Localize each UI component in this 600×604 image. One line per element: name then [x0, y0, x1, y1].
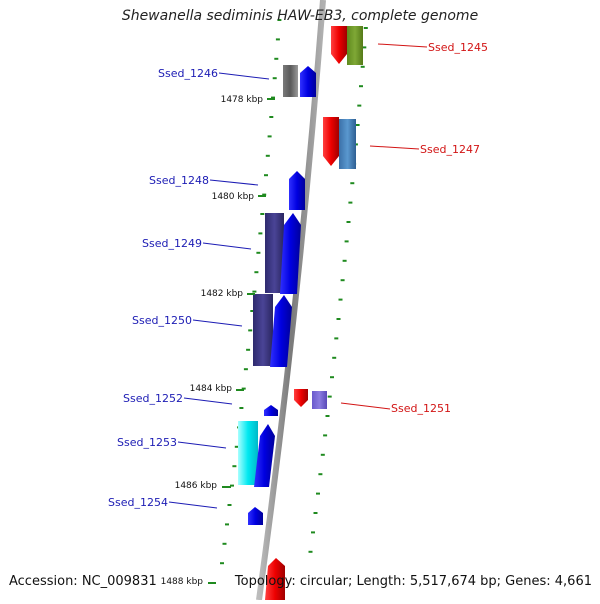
kbp-label-1484: 1484 kbp: [190, 384, 233, 394]
gene-label-ssed-1245[interactable]: Ssed_1245: [428, 41, 488, 54]
gene-ssed-1245-homolog[interactable]: [347, 26, 363, 65]
leader-ssed-1252: [183, 397, 233, 405]
gene-ssed-1247-forward[interactable]: [323, 117, 339, 166]
gene-ssed-1246-homolog[interactable]: [283, 65, 298, 97]
leader-ssed-1251: [340, 402, 391, 410]
gene-ssed-1249-homolog[interactable]: [265, 213, 284, 293]
gene-ssed-1247-homolog[interactable]: [339, 119, 356, 169]
gene-features: [238, 26, 363, 600]
kbp-label-1482: 1482 kbp: [201, 289, 244, 299]
leader-ssed-1249: [202, 242, 252, 250]
leader-ssed-1254: [168, 501, 218, 509]
minor-tick-track-right: [308, 27, 368, 553]
leader-ssed-1246: [218, 72, 270, 80]
leader-ssed-1245: [377, 43, 428, 48]
gene-label-ssed-1247[interactable]: Ssed_1247: [420, 143, 480, 156]
gene-label-ssed-1251[interactable]: Ssed_1251: [391, 402, 451, 415]
gene-label-ssed-1250[interactable]: Ssed_1250: [132, 314, 192, 327]
kbp-label-1488: 1488 kbp: [161, 577, 204, 587]
gene-label-ssed-1253[interactable]: Ssed_1253: [117, 436, 177, 449]
gene-ssed-1246-forward[interactable]: [300, 66, 316, 97]
gene-ssed-1251-homolog[interactable]: [312, 391, 327, 409]
topology-summary: Topology: circular; Length: 5,517,674 bp…: [234, 574, 592, 589]
gene-ssed-1253-homolog[interactable]: [238, 421, 258, 485]
gene-label-ssed-1248[interactable]: Ssed_1248: [149, 174, 209, 187]
gene-ssed-1248-forward[interactable]: [289, 171, 305, 210]
gene-ssed-1253-forward[interactable]: [254, 424, 275, 487]
leader-ssed-1248: [209, 179, 259, 186]
gene-ssed-1252-forward[interactable]: [264, 405, 278, 416]
gene-label-ssed-1252[interactable]: Ssed_1252: [123, 392, 183, 405]
leader-ssed-1253: [177, 441, 227, 449]
gene-next-forward[interactable]: [265, 558, 285, 600]
accession-label: Accession: NC_009831: [9, 574, 157, 589]
gene-ssed-1249-forward[interactable]: [280, 213, 301, 294]
kbp-label-1486: 1486 kbp: [175, 481, 218, 491]
genome-title: Shewanella sediminis HAW-EB3, complete g…: [121, 8, 479, 24]
gene-ssed-1251-forward[interactable]: [294, 389, 308, 407]
kbp-scale: 1478 kbp 1480 kbp 1482 kbp 1484 kbp 1486…: [161, 95, 275, 587]
gene-label-ssed-1246[interactable]: Ssed_1246: [158, 67, 218, 80]
gene-ssed-1254-forward[interactable]: [248, 507, 263, 525]
gene-label-ssed-1254[interactable]: Ssed_1254: [108, 496, 168, 509]
gene-labels: Ssed_1245 Ssed_1247 Ssed_1251 Ssed_1246 …: [108, 41, 488, 509]
genome-backbone: [256, 0, 326, 601]
gene-label-ssed-1249[interactable]: Ssed_1249: [142, 237, 202, 250]
kbp-label-1478: 1478 kbp: [221, 95, 264, 105]
gene-ssed-1250-homolog[interactable]: [253, 294, 273, 366]
leader-ssed-1247: [369, 145, 420, 150]
label-leaders: [168, 43, 428, 509]
gene-ssed-1250-forward[interactable]: [270, 295, 292, 367]
gene-ssed-1245-forward[interactable]: [331, 26, 347, 64]
kbp-label-1480: 1480 kbp: [212, 192, 255, 202]
leader-ssed-1250: [192, 319, 243, 327]
